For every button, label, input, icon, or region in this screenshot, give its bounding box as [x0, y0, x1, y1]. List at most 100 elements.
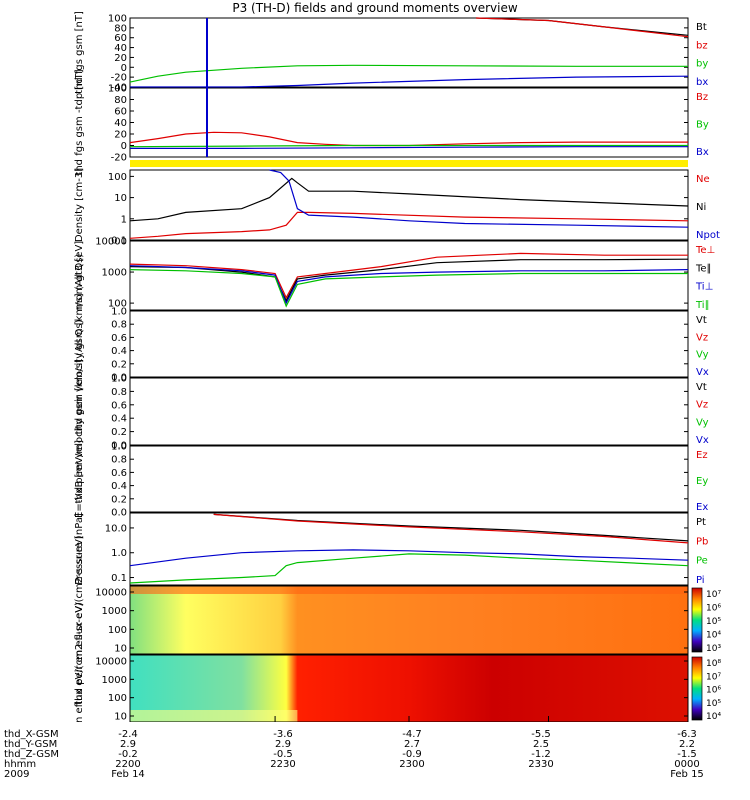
footer-value: Feb 15 [670, 769, 704, 780]
legend-entry: Vy [696, 417, 709, 428]
legend-entry: Ey [696, 476, 708, 487]
y-axis-label: E=-VxB [mV/m] [74, 440, 85, 518]
chart-title: P3 (TH-D) fields and ground moments over… [232, 1, 518, 15]
y-tick-label: 10000 [95, 657, 127, 668]
legend-entry: Ti⊥ [695, 282, 713, 293]
legend-entry: Npot [696, 230, 720, 241]
legend-entry: Vx [696, 435, 709, 446]
y-tick-label: 20 [114, 130, 127, 141]
legend-entry: by [696, 59, 708, 70]
y-tick-label: 1.0 [111, 442, 127, 453]
y-tick-label: 40 [114, 43, 127, 54]
legend-entry: Vx [696, 367, 709, 378]
footer-value: 2200 [115, 759, 141, 770]
colorbar-tick: 10⁴ [706, 631, 721, 641]
y-tick-label: 1000 [102, 606, 127, 617]
y-tick-label: 10000 [95, 588, 127, 599]
y-tick-label: 0.8 [111, 320, 127, 331]
panel-frame [129, 445, 689, 513]
legend-entry: Vt [696, 382, 707, 393]
y-tick-label: 0 [121, 63, 127, 74]
series-line-Ti∥ [129, 269, 688, 308]
footer-value: -0.2 [118, 749, 138, 760]
series-line-by [129, 64, 688, 83]
footer-row-label: 2009 [4, 769, 30, 780]
y-tick-label: 0.2 [111, 427, 127, 438]
footer-value: Feb 14 [111, 769, 145, 780]
y-tick-label: 100 [108, 14, 127, 25]
footer-value: -3.6 [273, 729, 293, 740]
footer-value: 2.5 [533, 739, 549, 750]
footer-row-label: thd_X-GSM [4, 729, 59, 740]
legend-entry: Pe [696, 556, 708, 567]
colorbar [691, 587, 703, 653]
legend-entry: Ti∥ [695, 300, 710, 311]
series-line-Bz [129, 131, 688, 147]
y-tick-label: -20 [111, 153, 127, 164]
series-line-Pb [213, 513, 689, 544]
y-tick-label: 0.8 [111, 455, 127, 466]
y-tick-label: 0.2 [111, 359, 127, 370]
y-tick-label: 100 [108, 693, 127, 704]
y-axis-label: thd peir en eflux eV/(cm2-s-sr-eV) [74, 535, 85, 704]
y-axis-label: thd fgs gsm [nT] [74, 11, 85, 94]
legend-entry: Ex [696, 502, 708, 513]
footer-value: -1.2 [531, 749, 551, 760]
legend-entry: Ne [696, 174, 710, 185]
legend-entry: Ez [696, 450, 708, 461]
legend-entry: Te⊥ [695, 245, 715, 256]
y-tick-label: 1000 [102, 268, 127, 279]
y-tick-label: -20 [111, 73, 127, 84]
series-line-Ne [129, 211, 689, 239]
colorbar [691, 656, 703, 721]
series-line-By [129, 144, 688, 148]
colorbar-tick: 10⁸ [706, 659, 721, 669]
footer-value: -1.5 [677, 749, 697, 760]
y-tick-label: 20 [114, 53, 127, 64]
y-tick-label: 10 [114, 193, 127, 204]
y-axis-label: mom gt3 [eV] [74, 241, 85, 310]
y-tick-label: 100 [108, 172, 127, 183]
heatmap-band [130, 586, 688, 594]
y-axis-label: thd peer en eflux eV/(cm2-s-sr-eV) [74, 602, 85, 722]
panel-frame [129, 17, 689, 88]
panel-frame [129, 512, 689, 586]
legend-entry: Vt [696, 315, 707, 326]
legend-entry: Pb [696, 536, 708, 547]
y-tick-label: 0 [121, 141, 127, 152]
y-axis-label: thd fgs gsm -tdp [nT] [74, 69, 85, 175]
y-tick-label: 60 [114, 33, 127, 44]
yellow-strip [130, 160, 688, 167]
series-line-Bx [130, 146, 688, 149]
heatmap-band [130, 710, 298, 722]
legend-entry: Vz [696, 332, 708, 343]
y-tick-label: 10 [114, 644, 127, 655]
series-line-Pi [129, 549, 689, 567]
legend-entry: Vz [696, 400, 708, 411]
footer-row-label: thd_Y-GSM [4, 739, 58, 750]
series-line-Te⊥ [129, 252, 688, 299]
series-line-Pe [129, 553, 689, 584]
legend-entry: Pt [696, 517, 706, 528]
y-tick-label: 0.4 [111, 481, 127, 492]
footer-value: 2300 [399, 759, 425, 770]
y-tick-label: 0.6 [111, 400, 127, 411]
y-tick-label: 40 [114, 118, 127, 129]
series-line-bx [130, 75, 689, 88]
y-tick-label: 0.6 [111, 333, 127, 344]
y-axis-label: Density [cm-3] [74, 168, 85, 242]
legend-entry: bx [696, 77, 708, 88]
footer-value: 2230 [270, 759, 296, 770]
y-tick-label: 80 [114, 23, 127, 34]
series-line-Npot [269, 169, 689, 228]
legend-entry: Te∥ [695, 263, 712, 274]
panel-frame [129, 654, 689, 722]
y-tick-label: 10 [114, 712, 127, 723]
heatmap-fill [130, 586, 688, 654]
y-tick-label: 1.0 [111, 307, 127, 318]
y-tick-label: 0.0 [111, 508, 127, 519]
legend-entry: Vy [696, 350, 709, 361]
footer-value: 2.7 [404, 739, 420, 750]
y-tick-label: 1 [121, 214, 127, 225]
